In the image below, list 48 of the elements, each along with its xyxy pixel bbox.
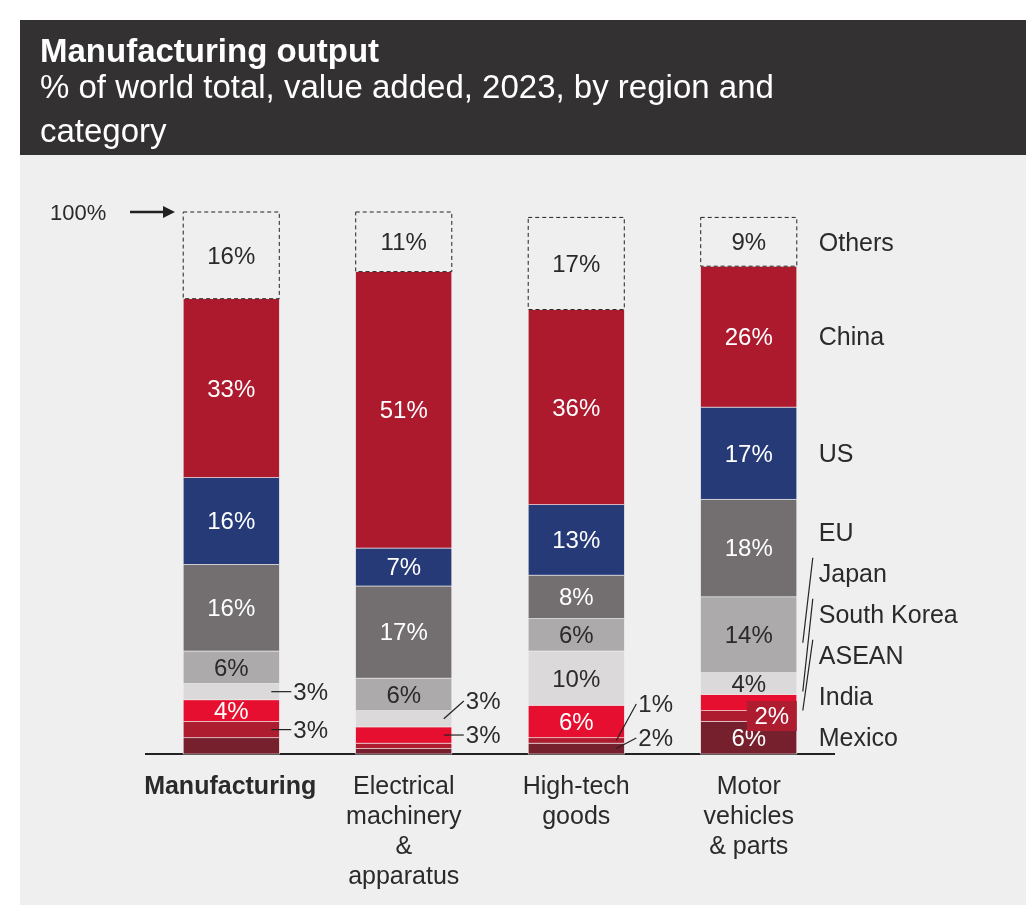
data-label: 8% — [558, 583, 594, 611]
text: 100% — [50, 199, 107, 225]
data-label: 16% — [207, 507, 256, 535]
data-label: 17% — [379, 618, 428, 646]
series-label: China — [818, 322, 885, 351]
series-label: India — [818, 682, 874, 711]
data-label: 3% — [465, 721, 501, 749]
bar — [355, 748, 453, 755]
data-label: 4% — [731, 669, 767, 697]
data-label: 10% — [552, 664, 601, 692]
series-label: US — [818, 438, 854, 467]
data-label: 36% — [552, 393, 601, 421]
data-label: 7% — [386, 553, 422, 581]
data-label: 1% — [638, 690, 673, 718]
series-label: Mexico — [818, 723, 898, 752]
series-label: Japan — [818, 559, 887, 588]
data-label: 26% — [724, 323, 773, 351]
data-label: 9% — [731, 228, 767, 256]
x-tick-label: Manufacturing — [144, 770, 317, 799]
data-label: 16% — [207, 594, 256, 622]
chart-title: Manufacturing output — [40, 31, 380, 69]
x-tick-label: Motor vehicles & parts — [703, 770, 794, 859]
data-label: 2% — [754, 702, 790, 730]
data-label: 2% — [638, 724, 673, 752]
data-label: 18% — [724, 534, 773, 562]
data-label: 3% — [465, 687, 501, 715]
series-label: Others — [818, 227, 894, 256]
data-label: 6% — [213, 653, 249, 681]
series-label: South Korea — [818, 600, 958, 629]
data-label: 3% — [293, 716, 328, 744]
data-label: 14% — [724, 621, 773, 649]
x-tick-label: High-tech goods — [522, 770, 630, 829]
data-label: 3% — [293, 678, 328, 706]
data-label: 33% — [207, 374, 256, 402]
data-label: 17% — [724, 439, 773, 467]
data-label: 4% — [213, 697, 249, 725]
data-label: 16% — [207, 241, 256, 269]
x-tick-label: Electrical machinery & apparatus — [346, 770, 462, 889]
data-label: 6% — [558, 707, 594, 735]
data-label: 13% — [552, 526, 601, 554]
series-label: ASEAN — [818, 641, 904, 670]
data-label: 11% — [380, 228, 427, 256]
bar — [527, 742, 625, 755]
data-label: 17% — [552, 249, 601, 277]
data-label: 51% — [379, 396, 428, 424]
data-label: 6% — [558, 621, 594, 649]
series-label: EU — [818, 518, 854, 547]
data-label: 6% — [386, 680, 422, 708]
